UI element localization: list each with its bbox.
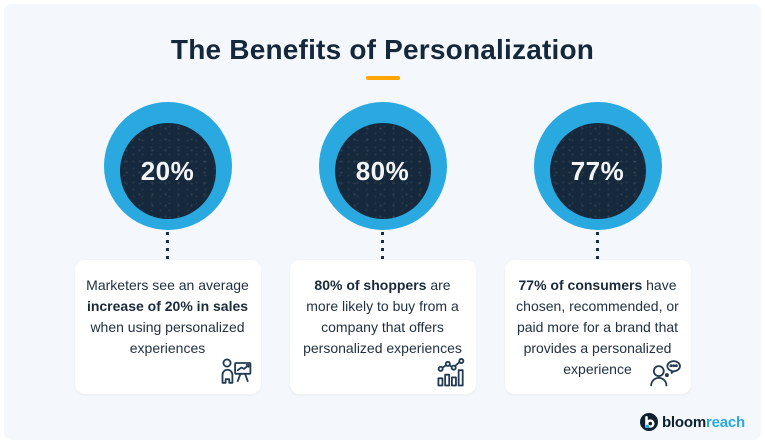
title-underline	[365, 76, 400, 80]
stat-text-segment: Marketers see an average	[86, 277, 249, 293]
stat-value: 80%	[355, 155, 410, 186]
stat-column-marketers: 20% Marketers see an average increase of…	[73, 102, 263, 394]
stat-text-bold: 77% of consumers	[518, 277, 643, 293]
bloomreach-logo-mark	[639, 413, 658, 431]
bloomreach-wordmark: bloomreach	[662, 415, 745, 430]
stat-value: 77%	[570, 155, 625, 186]
stat-card: Marketers see an average increase of 20%…	[74, 260, 261, 394]
wordmark-reach: reach	[705, 413, 745, 431]
stat-text-bold: increase of 20% in sales	[86, 298, 249, 314]
stats-row: 20% Marketers see an average increase of…	[4, 102, 761, 394]
stat-circle-inner: 80%	[334, 123, 431, 219]
stat-value: 20%	[140, 155, 195, 186]
presenter-chart-icon	[218, 355, 254, 389]
stat-circle: 80%	[318, 102, 447, 230]
bloomreach-logo: bloomreach	[639, 413, 745, 431]
wordmark-bloom: bloom	[661, 413, 706, 431]
stat-card: 77% of consumers have chosen, recommende…	[504, 260, 691, 394]
stat-text: 80% of shoppers are more likely to buy f…	[300, 275, 466, 359]
stat-circle: 77%	[533, 102, 662, 230]
dotted-connector	[596, 232, 599, 260]
infographic-canvas: The Benefits of Personalization 20% Mark…	[4, 4, 761, 440]
stat-text: 77% of consumers have chosen, recommende…	[515, 275, 681, 380]
dotted-connector	[381, 232, 384, 260]
stat-circle: 20%	[103, 102, 232, 230]
dotted-connector	[166, 232, 169, 260]
page-title: The Benefits of Personalization	[170, 34, 595, 65]
stat-text-segment: when using personalized experiences	[90, 319, 245, 356]
stat-column-consumers: 77% 77% of consumers have chosen, recomm…	[503, 102, 693, 394]
stat-text: Marketers see an average increase of 20%…	[85, 275, 251, 359]
person-thought-icon	[648, 355, 684, 389]
stat-text-segment: are more likely to buy from a company th…	[303, 277, 462, 356]
stat-text-bold: 80% of shoppers	[314, 277, 427, 293]
stat-circle-inner: 20%	[119, 123, 216, 219]
growth-chart-icon	[433, 355, 469, 389]
stat-circle-inner: 77%	[549, 123, 646, 219]
stat-column-shoppers: 80% 80% of shoppers are more likely to b…	[288, 102, 478, 394]
stat-text-segment: have chosen, recommended, or paid more f…	[516, 277, 679, 377]
stat-card: 80% of shoppers are more likely to buy f…	[289, 260, 476, 394]
